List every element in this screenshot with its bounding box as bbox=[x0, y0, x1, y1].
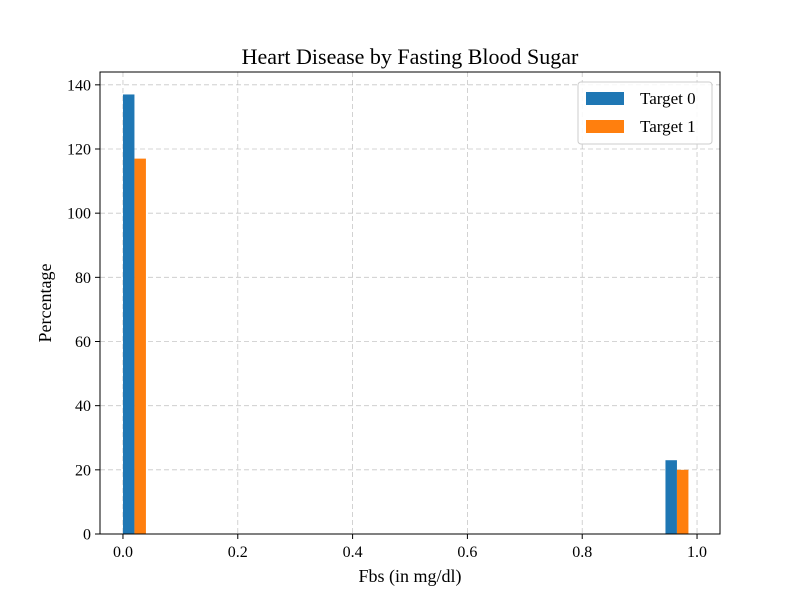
legend: Target 0 Target 1 bbox=[577, 81, 713, 145]
x-tick-label: 0.2 bbox=[228, 544, 248, 561]
y-tick-label: 100 bbox=[67, 206, 91, 223]
y-axis: 0 20 40 60 80 100 120 140 bbox=[67, 77, 100, 544]
y-tick-label: 20 bbox=[75, 462, 91, 479]
legend-label: Target 0 bbox=[640, 89, 696, 108]
y-tick-label: 80 bbox=[75, 270, 91, 287]
bar-target-0-0 bbox=[122, 94, 135, 534]
legend-swatch bbox=[586, 120, 624, 133]
y-tick-label: 60 bbox=[75, 334, 91, 351]
x-tick-label: 0.4 bbox=[343, 544, 363, 561]
y-tick-label: 120 bbox=[67, 142, 91, 159]
bar-target-1-0 bbox=[134, 158, 146, 534]
y-tick-label: 40 bbox=[75, 398, 91, 415]
y-tick-label: 140 bbox=[67, 77, 91, 94]
x-tick-label: 1.0 bbox=[687, 544, 707, 561]
plot-frame bbox=[99, 71, 721, 535]
bar-target-0-1 bbox=[665, 460, 677, 534]
x-tick-label: 0.0 bbox=[113, 544, 133, 561]
legend-label: Target 1 bbox=[640, 117, 696, 136]
chart-title: Heart Disease by Fasting Blood Sugar bbox=[242, 44, 579, 69]
bars bbox=[122, 94, 689, 534]
x-axis-label: Fbs (in mg/dl) bbox=[358, 566, 461, 587]
y-axis-label: Percentage bbox=[35, 264, 55, 343]
bar-target-1-1 bbox=[676, 469, 689, 534]
x-tick-label: 0.6 bbox=[457, 544, 477, 561]
x-tick-label: 0.8 bbox=[572, 544, 592, 561]
legend-swatch bbox=[586, 92, 624, 105]
y-tick-label: 0 bbox=[83, 527, 91, 544]
x-axis: 0.0 0.2 0.4 0.6 0.8 1.0 bbox=[113, 534, 707, 561]
